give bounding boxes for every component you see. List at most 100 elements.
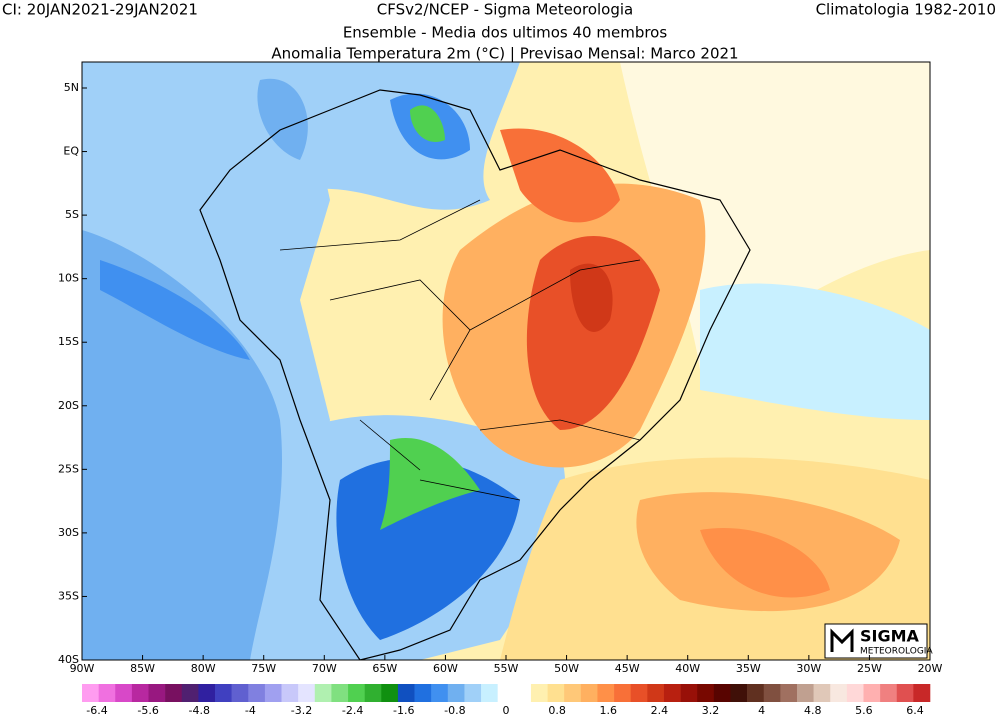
lon-label: 90W [70, 662, 95, 675]
lat-label: 35S [58, 589, 79, 602]
lon-label: 80W [191, 662, 216, 675]
colorbar-label: 2.4 [651, 704, 669, 717]
colorbar-swatch [298, 684, 316, 702]
colorbar-label: 3.2 [702, 704, 720, 717]
colorbar-swatch [547, 684, 565, 702]
colorbar-label: 6.4 [906, 704, 924, 717]
colorbar-swatch [713, 684, 731, 702]
colorbar-label: 0 [503, 704, 510, 717]
lon-label: 45W [615, 662, 640, 675]
colorbar-swatch [913, 684, 931, 702]
title: CFSv2/NCEP - Sigma Meteorologia [377, 1, 633, 19]
lon-label: 35W [736, 662, 761, 675]
colorbar-swatch [863, 684, 881, 702]
colorbar-swatch [381, 684, 399, 702]
lat-label: 5N [64, 81, 79, 94]
anomaly-field [82, 62, 930, 660]
colorbar-swatch [331, 684, 349, 702]
colorbar-label: -3.2 [291, 704, 312, 717]
colorbar-swatch [431, 684, 449, 702]
colorbar-swatch [181, 684, 199, 702]
colorbar-swatch [880, 684, 898, 702]
lon-label: 25W [857, 662, 882, 675]
lat-label: EQ [63, 145, 79, 158]
subtitle: Ensemble - Media dos ultimos 40 membros [343, 24, 668, 42]
lon-label: 55W [494, 662, 519, 675]
colorbar-swatch [131, 684, 149, 702]
colorbar-swatch [830, 684, 848, 702]
colorbar-swatch [281, 684, 299, 702]
colorbar-swatch [614, 684, 632, 702]
colorbar-swatch [82, 684, 99, 702]
logo-name: SIGMA [860, 627, 920, 646]
colorbar-swatch [896, 684, 914, 702]
lat-label: 25S [58, 462, 79, 475]
colorbar-swatch [215, 684, 232, 702]
colorbar-label: 0.8 [548, 704, 566, 717]
subtitle-2: Anomalia Temperatura 2m (°C) | Previsao … [271, 45, 738, 63]
colorbar-swatch [464, 684, 482, 702]
colorbar-swatch [165, 684, 183, 702]
colorbar-swatch [348, 684, 365, 702]
colorbar-label: -6.4 [86, 704, 107, 717]
colorbar-swatch [747, 684, 765, 702]
lat-label: 5S [65, 208, 79, 221]
lon-label: 75W [251, 662, 276, 675]
colorbar-swatch [264, 684, 282, 702]
colorbar-swatch [564, 684, 582, 702]
colorbar-label: 4.8 [804, 704, 822, 717]
colorbar-swatch [397, 684, 415, 702]
colorbar-swatch [314, 684, 332, 702]
colorbar-swatch [481, 684, 498, 702]
lon-label: 40W [675, 662, 700, 675]
colorbar-swatch [115, 684, 133, 702]
colorbar-swatch [198, 684, 216, 702]
colorbar-swatch [364, 684, 382, 702]
climatology: Climatologia 1982-2010 [816, 1, 996, 19]
lon-label: 50W [554, 662, 579, 675]
colorbar-swatch [780, 684, 798, 702]
colorbar-label: 1.6 [600, 704, 618, 717]
colorbar-swatch [730, 684, 748, 702]
colorbar-label: 4 [758, 704, 765, 717]
colorbar-label: -4.8 [189, 704, 210, 717]
colorbar-swatch [846, 684, 864, 702]
colorbar-swatch [663, 684, 681, 702]
lat-label: 15S [58, 335, 79, 348]
colorbar-swatch [98, 684, 116, 702]
lat-label: 10S [58, 272, 79, 285]
colorbar-swatch [813, 684, 831, 702]
colorbar-label: -2.4 [342, 704, 363, 717]
colorbar-swatch [514, 684, 532, 702]
lon-label: 70W [312, 662, 337, 675]
lon-label: 85W [130, 662, 155, 675]
colorbar-swatch [697, 684, 715, 702]
colorbar-swatch [497, 684, 515, 702]
colorbar-swatch [414, 684, 432, 702]
lat-label: 30S [58, 526, 79, 539]
init-period: CI: 20JAN2021-29JAN2021 [2, 1, 198, 19]
colorbar-label: -5.6 [137, 704, 158, 717]
colorbar-swatch [796, 684, 814, 702]
logo-tagline: METEOROLOGIA [860, 647, 933, 657]
colorbar-swatch [447, 684, 465, 702]
colorbar-swatch [763, 684, 781, 702]
colorbar-label: -4 [245, 704, 256, 717]
lon-label: 65W [372, 662, 397, 675]
colorbar-swatch [530, 684, 548, 702]
colorbar-swatch [231, 684, 249, 702]
colorbar-label: -1.6 [393, 704, 414, 717]
colorbar-label: -0.8 [444, 704, 465, 717]
colorbar-swatch [580, 684, 598, 702]
colorbar-swatch [148, 684, 166, 702]
lat-label: 40S [58, 653, 79, 666]
colorbar-label: 5.6 [855, 704, 873, 717]
colorbar-swatch [647, 684, 665, 702]
colorbar-swatch [248, 684, 266, 702]
colorbar-swatch [680, 684, 698, 702]
lon-label: 60W [433, 662, 458, 675]
colorbar-swatch [597, 684, 615, 702]
lon-label: 20W [918, 662, 943, 675]
